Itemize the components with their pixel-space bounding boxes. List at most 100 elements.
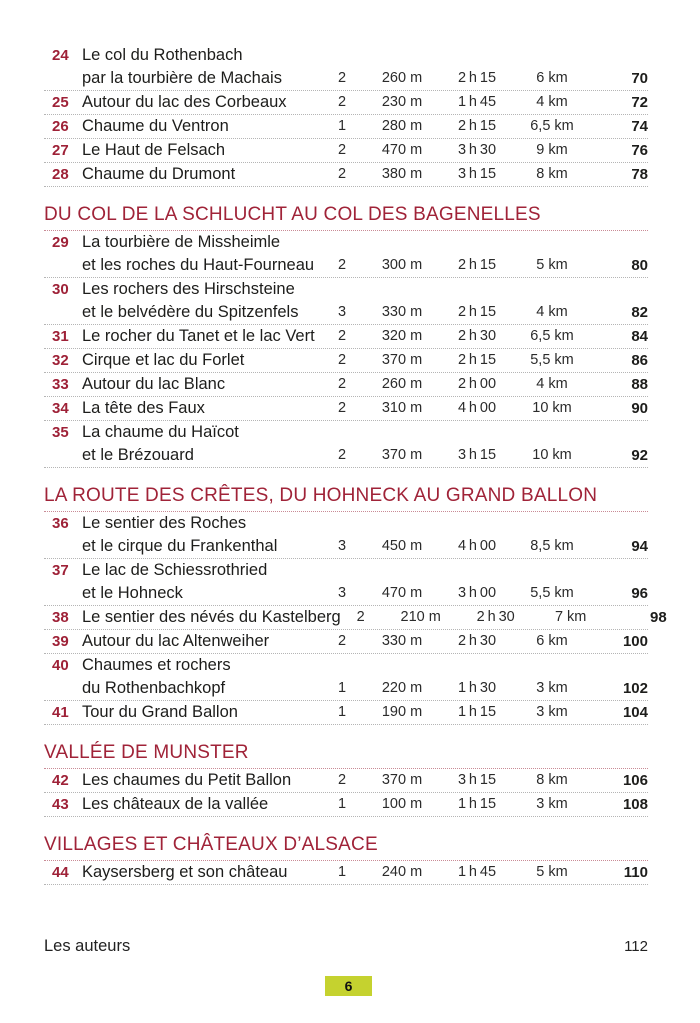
entry-title-line: et le Hohneck xyxy=(82,584,183,602)
toc-entry: 41 Tour du Grand Ballon 1 190 m 1 h 15 3 km 10… xyxy=(44,701,648,725)
entry-time: 2 h 30 xyxy=(457,633,497,649)
entry-difficulty: 2 xyxy=(337,447,347,463)
entry-elevation: 240 m xyxy=(381,864,423,880)
entry-time: 2 h 15 xyxy=(457,352,497,368)
entry-elevation: 230 m xyxy=(381,94,423,110)
entry-title-line: et les roches du Haut-Fourneau xyxy=(82,256,315,274)
entry-difficulty: 1 xyxy=(337,796,347,812)
toc-footer: Les auteurs 112 xyxy=(44,937,648,956)
section-title: DU COL DE LA SCHLUCHT AU COL DES BAGENEL… xyxy=(44,203,648,231)
entry-page-number: 88 xyxy=(631,376,648,393)
entry-title-line: Le Haut de Felsach xyxy=(82,141,226,159)
entry-difficulty: 1 xyxy=(337,864,347,880)
toc-entry: 28 Chaume du Drumont 2 380 m 3 h 15 8 km 78 xyxy=(44,163,648,187)
entry-time: 1 h 45 xyxy=(457,864,497,880)
entry-title-line: La chaume du Haïcot xyxy=(82,423,239,441)
entry-elevation: 450 m xyxy=(381,538,423,554)
entry-number: 24 xyxy=(52,47,69,64)
entry-time: 1 h 15 xyxy=(457,704,497,720)
entry-distance: 3 km xyxy=(536,704,568,720)
entry-difficulty: 2 xyxy=(337,70,347,86)
entry-difficulty: 3 xyxy=(337,304,347,320)
entry-elevation: 470 m xyxy=(381,585,423,601)
entry-difficulty: 2 xyxy=(337,376,347,392)
toc-entry: 24 Le col du Rothenbach par la tourbière d… xyxy=(44,44,648,91)
entry-title-line: et le Brézouard xyxy=(82,446,194,464)
toc-entry: 44 Kaysersberg et son château 1 240 m 1 h 45… xyxy=(44,861,648,885)
entry-number: 44 xyxy=(52,864,69,881)
entry-elevation: 370 m xyxy=(381,352,423,368)
entry-page-number: 76 xyxy=(631,142,648,159)
entry-distance: 6 km xyxy=(536,70,568,86)
entry-distance: 5 km xyxy=(536,864,568,880)
entry-page-number: 104 xyxy=(622,704,648,721)
entry-time: 2 h 15 xyxy=(457,257,497,273)
footer-label: Les auteurs xyxy=(44,937,131,955)
toc-entry: 33 Autour du lac Blanc 2 260 m 2 h 00 4 km 88 xyxy=(44,373,648,397)
entry-distance: 5 km xyxy=(536,257,568,273)
entry-title-line: La tourbière de Missheimle xyxy=(82,233,281,251)
entry-title: Tour du Grand Ballon xyxy=(76,701,322,724)
entry-number: 31 xyxy=(52,328,69,345)
toc-entry: 35 La chaume du Haïcot et le Brézouard 2 370… xyxy=(44,421,648,468)
entry-difficulty: 1 xyxy=(337,680,347,696)
entry-distance: 10 km xyxy=(532,447,572,463)
entry-elevation: 330 m xyxy=(381,304,423,320)
entry-number: 37 xyxy=(52,562,69,579)
entry-elevation: 370 m xyxy=(381,447,423,463)
toc-entry: 27 Le Haut de Felsach 2 470 m 3 h 30 9 km 76 xyxy=(44,139,648,163)
entry-title: Cirque et lac du Forlet xyxy=(76,349,322,372)
entry-number: 41 xyxy=(52,704,69,721)
entry-distance: 5,5 km xyxy=(530,352,574,368)
entry-number: 42 xyxy=(52,772,69,789)
toc-entry: 30 Les rochers des Hirschsteine et le belv… xyxy=(44,278,648,325)
entry-difficulty: 3 xyxy=(337,538,347,554)
entry-difficulty: 3 xyxy=(337,585,347,601)
entry-number: 40 xyxy=(52,657,69,674)
entry-elevation: 190 m xyxy=(381,704,423,720)
entry-title-line: Autour du lac Blanc xyxy=(82,375,226,393)
footer-page-number: 112 xyxy=(624,938,648,955)
entry-page-number: 70 xyxy=(631,70,648,87)
entry-page-number: 84 xyxy=(631,328,648,345)
toc-entry: 29 La tourbière de Missheimle et les roche… xyxy=(44,231,648,278)
entry-number: 39 xyxy=(52,633,69,650)
entry-time: 2 h 15 xyxy=(457,118,497,134)
entry-title-line: La tête des Faux xyxy=(82,399,205,417)
entry-time: 1 h 15 xyxy=(457,796,497,812)
entry-distance: 3 km xyxy=(536,680,568,696)
toc-entry: 43 Les châteaux de la vallée 1 100 m 1 h 15 3… xyxy=(44,793,648,817)
entry-title-line: Le lac de Schiessrothried xyxy=(82,561,268,579)
entry-elevation: 300 m xyxy=(381,257,423,273)
entry-title-line: par la tourbière de Machais xyxy=(82,69,282,87)
entry-title: Chaume du Ventron xyxy=(76,115,322,138)
entry-title-line: et le belvédère du Spitzenfels xyxy=(82,303,299,321)
entry-number: 27 xyxy=(52,142,69,159)
entry-title: Les rochers des Hirschsteine et le belvéd… xyxy=(76,278,322,324)
entry-title: Chaume du Drumont xyxy=(76,163,322,186)
entry-distance: 8 km xyxy=(536,166,568,182)
entry-number: 25 xyxy=(52,94,69,111)
entry-distance: 6,5 km xyxy=(530,328,574,344)
entry-time: 1 h 30 xyxy=(457,680,497,696)
entry-distance: 6,5 km xyxy=(530,118,574,134)
entry-page-number: 100 xyxy=(622,633,648,650)
entry-title: Autour du lac Altenweiher xyxy=(76,630,322,653)
entry-time: 4 h 00 xyxy=(457,538,497,554)
entry-title: La tête des Faux xyxy=(76,397,322,420)
entry-difficulty: 2 xyxy=(337,257,347,273)
entry-number: 30 xyxy=(52,281,69,298)
entry-page-number: 90 xyxy=(631,400,648,417)
entry-title-line: Les châteaux de la vallée xyxy=(82,795,269,813)
entry-elevation: 280 m xyxy=(381,118,423,134)
entry-page-number: 94 xyxy=(631,538,648,555)
entry-elevation: 380 m xyxy=(381,166,423,182)
entry-title-line: Tour du Grand Ballon xyxy=(82,703,238,721)
entry-distance: 10 km xyxy=(532,400,572,416)
entry-elevation: 330 m xyxy=(381,633,423,649)
entry-difficulty: 2 xyxy=(337,328,347,344)
entry-elevation: 210 m xyxy=(400,609,441,625)
entry-distance: 7 km xyxy=(554,609,587,625)
toc-entry: 25 Autour du lac des Corbeaux 2 230 m 1 h 45… xyxy=(44,91,648,115)
